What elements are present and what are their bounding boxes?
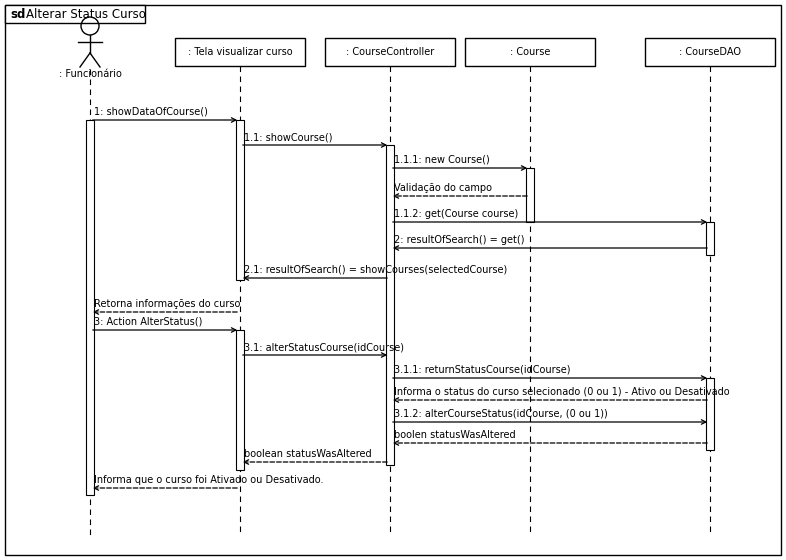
Bar	[325, 38, 455, 66]
Text: 3.1.2: alterCourseStatus(idCourse, (0 ou 1)): 3.1.2: alterCourseStatus(idCourse, (0 ou…	[394, 409, 608, 419]
Text: 1.1.2: get(Course course): 1.1.2: get(Course course)	[394, 209, 518, 219]
Text: 1.1: showCourse(): 1.1: showCourse()	[244, 132, 332, 142]
Bar	[645, 38, 775, 66]
Bar	[236, 330, 244, 470]
Bar	[706, 378, 714, 450]
Text: Informa que o curso foi Ativado ou Desativado.: Informa que o curso foi Ativado ou Desat…	[94, 475, 324, 485]
Bar	[236, 120, 244, 280]
Bar	[706, 222, 714, 255]
Text: 3.1: alterStatusCourse(idCourse): 3.1: alterStatusCourse(idCourse)	[244, 342, 404, 352]
Text: : CourseDAO: : CourseDAO	[679, 47, 741, 57]
Text: : CourseController: : CourseController	[346, 47, 434, 57]
Text: 1.1.1: new Course(): 1.1.1: new Course()	[394, 155, 490, 165]
Polygon shape	[5, 5, 145, 23]
Text: : Funcionário: : Funcionário	[59, 69, 122, 79]
Bar	[465, 38, 595, 66]
Text: boolean statusWasAltered: boolean statusWasAltered	[244, 449, 372, 459]
Text: Validação do campo: Validação do campo	[394, 183, 492, 193]
Bar	[526, 168, 534, 222]
Bar	[175, 38, 305, 66]
Text: Retorna informações do curso: Retorna informações do curso	[94, 299, 241, 309]
Text: 3: Action AlterStatus(): 3: Action AlterStatus()	[94, 317, 202, 327]
Text: : Course: : Course	[510, 47, 550, 57]
Bar	[86, 120, 94, 495]
Bar	[386, 145, 394, 465]
Text: 2.1: resultOfSearch() = showCourses(selectedCourse): 2.1: resultOfSearch() = showCourses(sele…	[244, 265, 507, 275]
Text: sd: sd	[10, 8, 25, 21]
Text: Informa o status do curso selecionado (0 ou 1) - Ativo ou Desativado: Informa o status do curso selecionado (0…	[394, 387, 729, 397]
Text: boolen statusWasAltered: boolen statusWasAltered	[394, 430, 516, 440]
Text: Alterar Status Curso: Alterar Status Curso	[26, 8, 146, 21]
Text: 3.1.1: returnStatusCourse(idCourse): 3.1.1: returnStatusCourse(idCourse)	[394, 365, 571, 375]
Text: 2: resultOfSearch() = get(): 2: resultOfSearch() = get()	[394, 235, 524, 245]
Text: : Tela visualizar curso: : Tela visualizar curso	[188, 47, 292, 57]
Text: 1: showDataOfCourse(): 1: showDataOfCourse()	[94, 107, 208, 117]
